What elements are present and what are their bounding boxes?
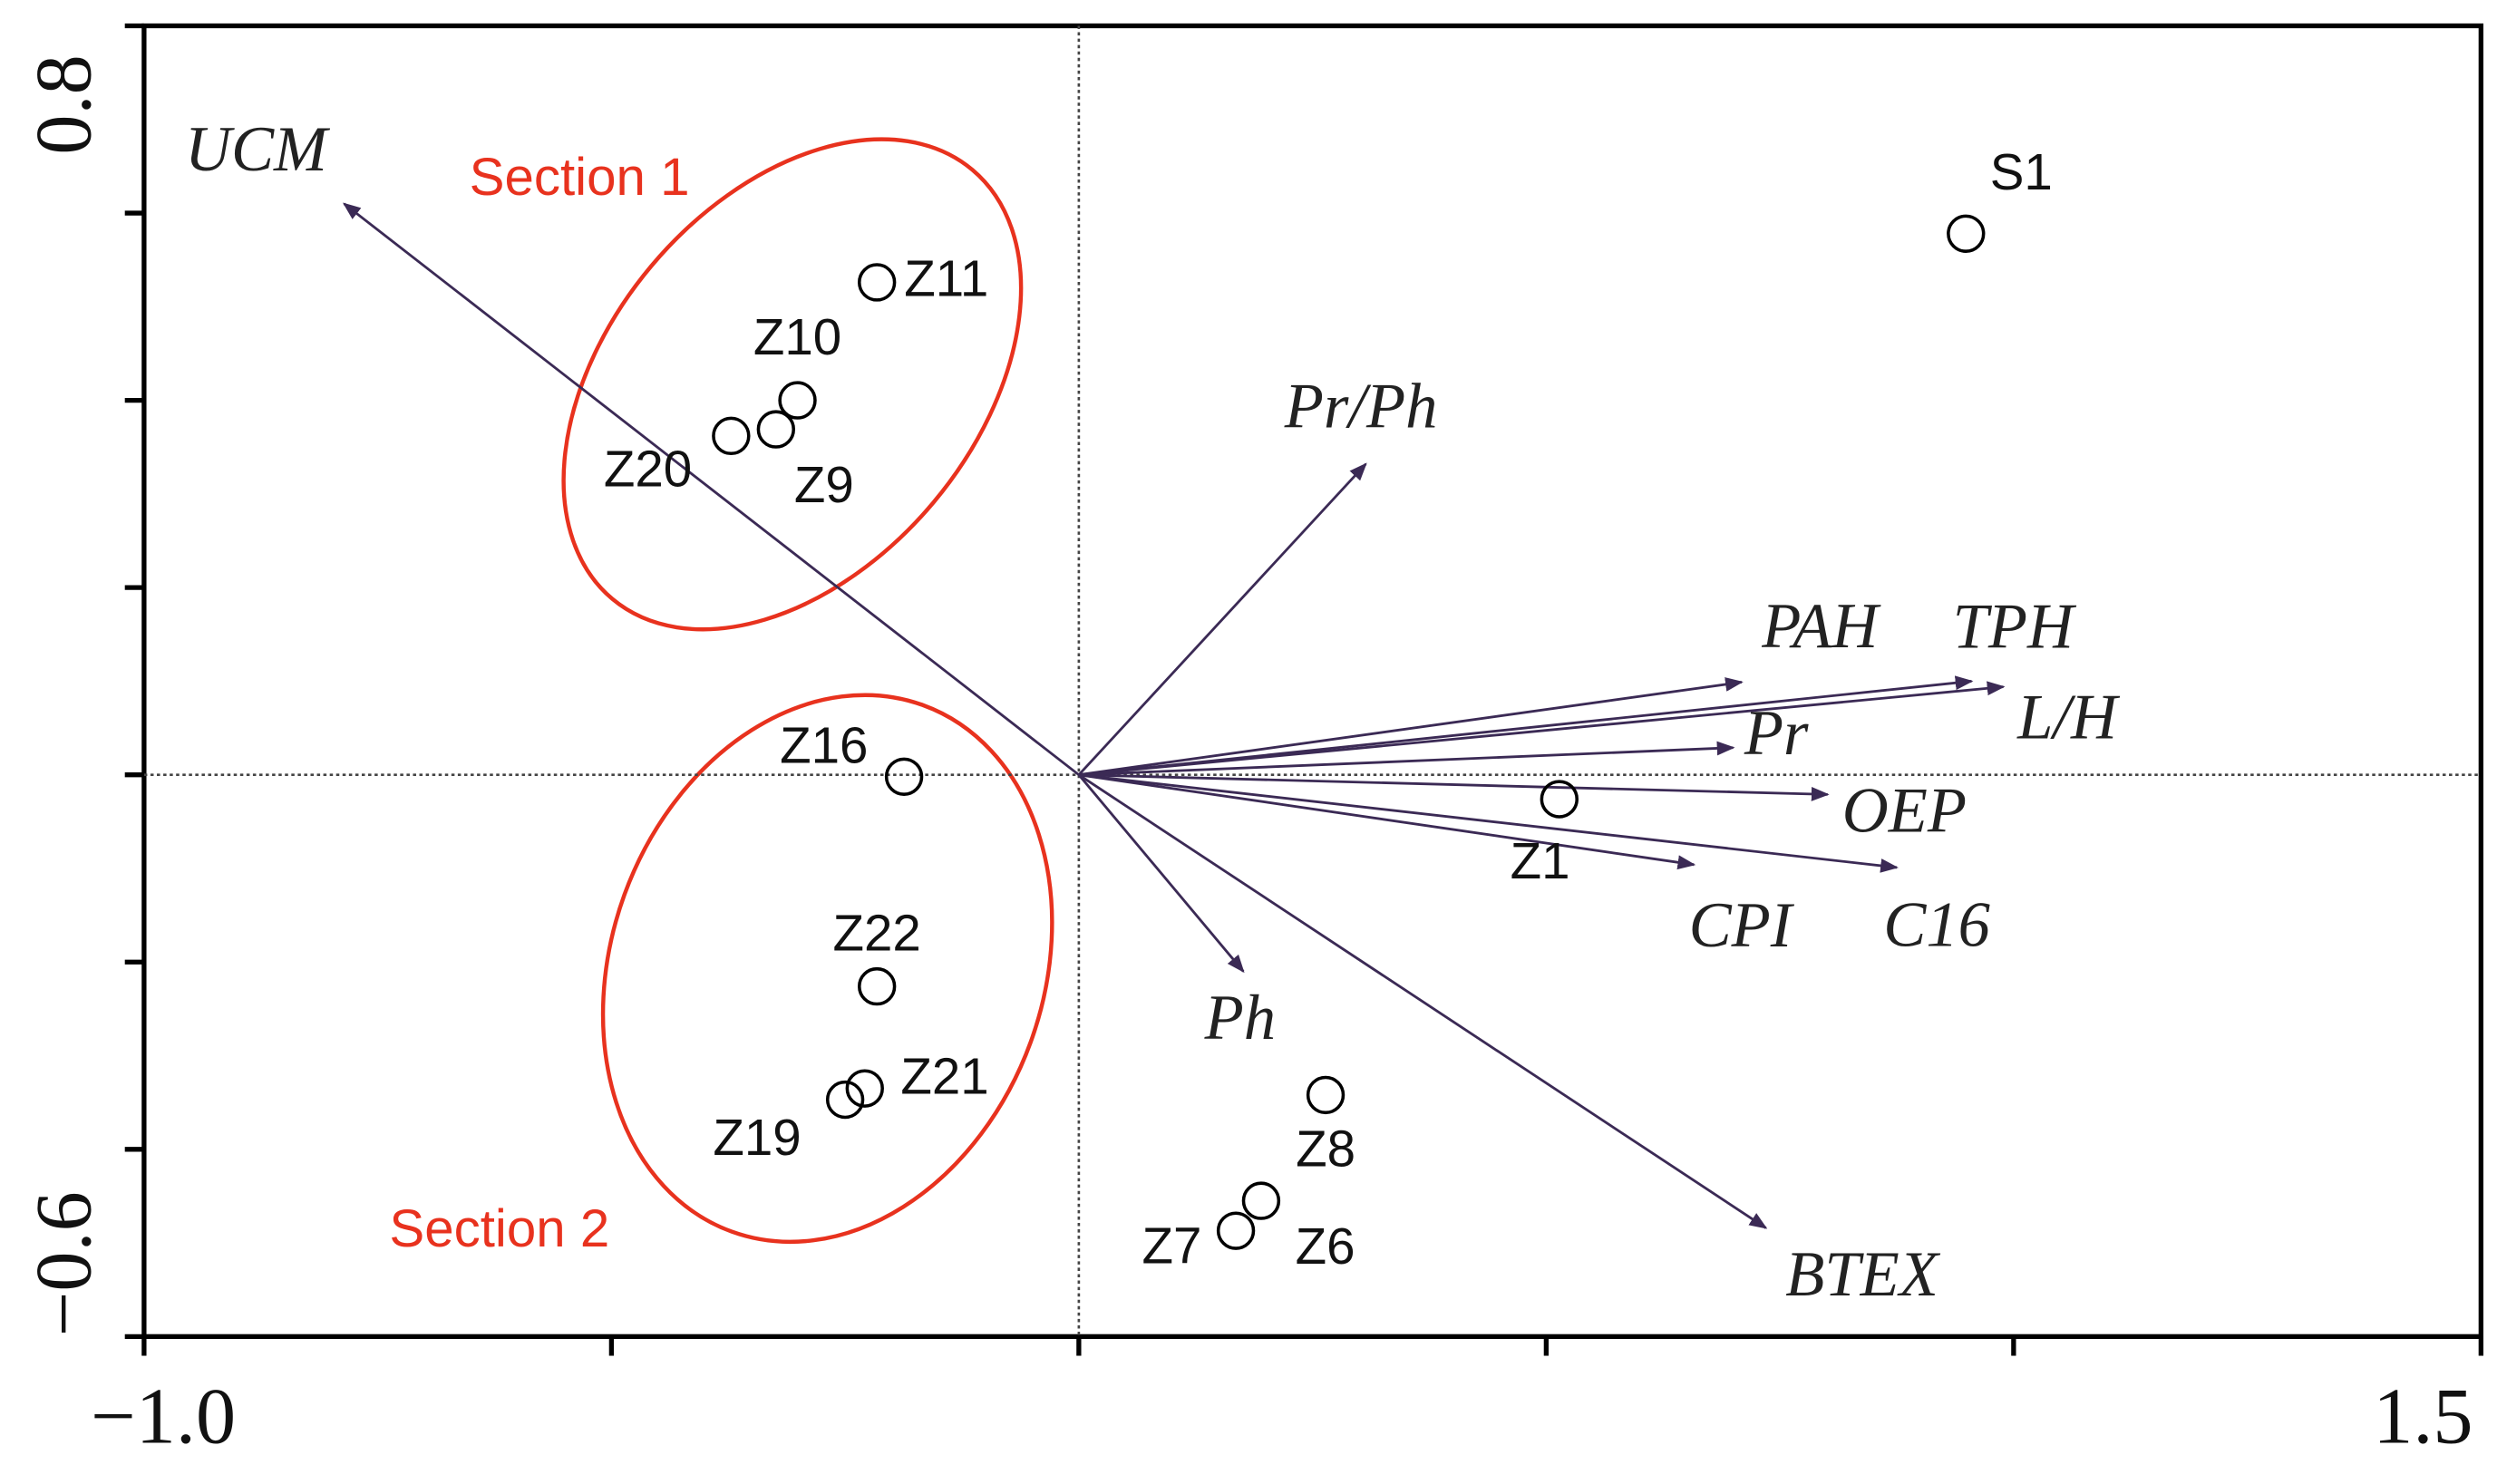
site-label: Z1 [1511, 832, 1570, 889]
site-point [1306, 1075, 1346, 1115]
vector-arrow [1078, 675, 1974, 777]
vector-label: Pr/Ph [1284, 372, 1438, 442]
site-point [778, 381, 817, 420]
y-tick-label: 0.8 [20, 54, 109, 154]
vector-arrow [1078, 773, 1830, 801]
site-point [845, 1069, 884, 1108]
y-tick-label: −0.6 [20, 1191, 109, 1336]
site-label: Z9 [794, 456, 854, 513]
vector-arrow [1078, 773, 1768, 1229]
vector-arrow [1078, 741, 1735, 777]
vector-label: CPI [1689, 890, 1795, 961]
vector-arrow [1077, 462, 1367, 776]
vector-label: L/H [2016, 682, 2121, 752]
site-point [825, 1080, 865, 1120]
site-label: Z7 [1142, 1217, 1201, 1275]
vector-arrow [1078, 773, 1899, 873]
vector-label: C16 [1883, 890, 1990, 961]
site-label: Z22 [833, 904, 921, 961]
x-tick-label: −1.0 [91, 1372, 236, 1461]
site-label: Z21 [900, 1048, 988, 1105]
vector-label: TPH [1953, 592, 2077, 663]
site-point [857, 966, 897, 1006]
section-2-ellipse [600, 693, 1054, 1245]
site-label: Z10 [753, 308, 841, 365]
site-label: Z19 [713, 1109, 801, 1166]
site-label: Z16 [780, 717, 868, 774]
vector-arrow [1078, 681, 2006, 777]
vector-arrow [1077, 773, 1245, 974]
site-point [1241, 1181, 1281, 1220]
vector-label: BTEX [1785, 1239, 1941, 1310]
x-tick-label: 1.5 [2373, 1372, 2473, 1461]
site-point [1540, 780, 1579, 819]
site-label: Z6 [1296, 1217, 1355, 1275]
site-label: Z20 [604, 440, 692, 497]
vector-label: PAH [1761, 591, 1881, 662]
site-point [884, 757, 924, 796]
site-point [756, 410, 796, 449]
site-label: S1 [1990, 143, 2053, 200]
site-label: Z11 [904, 249, 988, 306]
vector-arrow [1078, 677, 1744, 777]
vector-label: Ph [1204, 983, 1276, 1053]
vector-arrow [1078, 773, 1696, 870]
site-point [1947, 214, 1986, 253]
site-point [857, 263, 897, 302]
vector-label: OEP [1842, 775, 1967, 846]
section-label: Section 1 [470, 148, 690, 207]
plot-frame [141, 23, 2483, 1339]
section-label: Section 2 [389, 1199, 609, 1258]
site-point [712, 416, 751, 456]
site-point [1216, 1211, 1256, 1250]
vector-label: Pr [1744, 698, 1809, 769]
site-label: Z8 [1296, 1120, 1355, 1177]
section-1-ellipse [561, 137, 1024, 632]
vector-label: UCM [185, 114, 331, 185]
vector-arrow [342, 202, 1080, 776]
